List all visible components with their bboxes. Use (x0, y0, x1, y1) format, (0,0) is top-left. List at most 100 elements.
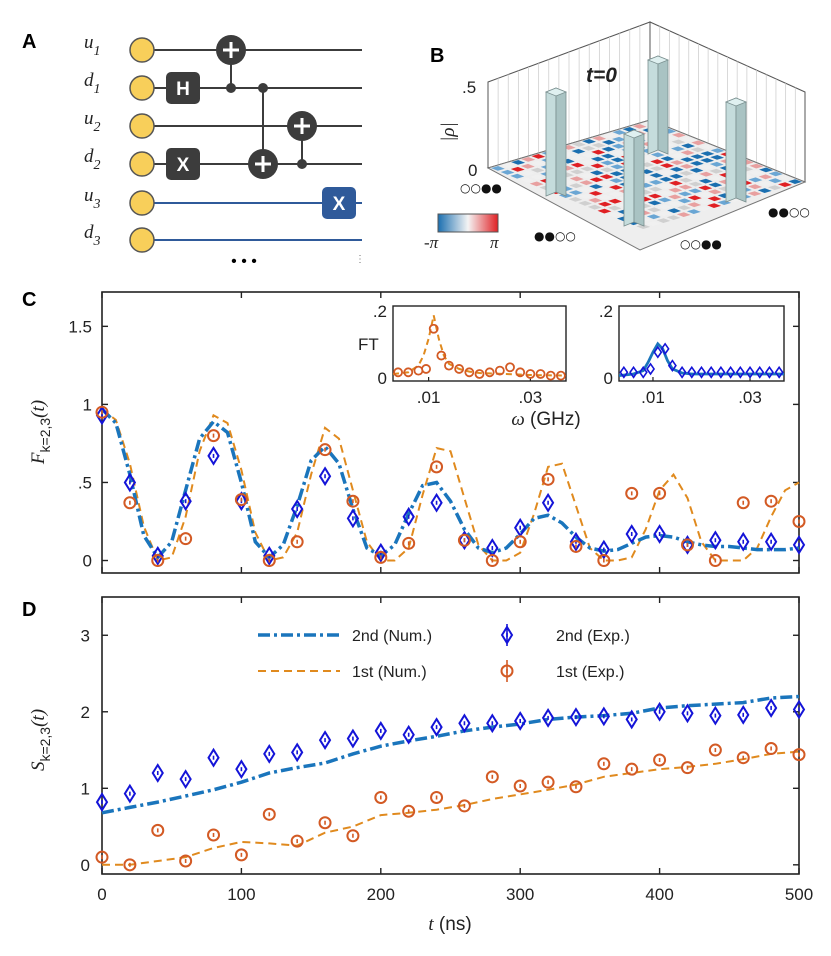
cnot3-plus-icon (294, 118, 310, 134)
basis-left-bottom: ●●○○ (534, 229, 576, 243)
floor-tile (758, 174, 773, 180)
c-point-2nd-exp (346, 508, 360, 529)
d-xtick-label: 0 (97, 885, 106, 904)
c-inset-2nd: 0 .2 .01 .03 (599, 302, 785, 407)
floor-tile (656, 218, 671, 223)
floor-tile (707, 203, 721, 208)
c-inset-1st: 0 .2 .01 .03 FT (358, 302, 567, 407)
floor-tile (678, 191, 692, 197)
c-point-1st-exp (290, 535, 304, 549)
floor-tile (679, 177, 693, 183)
inset-point (436, 350, 447, 361)
d-point-1st-exp (513, 779, 527, 793)
inset-point (505, 362, 515, 373)
bar-rho-3 (724, 97, 748, 203)
floor-tile (632, 124, 647, 129)
floor-tile (599, 174, 614, 180)
floor-tile (671, 132, 686, 138)
d-point-1st-exp (597, 757, 611, 771)
floor-tile (570, 162, 585, 168)
floor-tile (609, 185, 623, 190)
floor-tile (767, 185, 782, 190)
c-series-markers (95, 405, 806, 568)
floor-tile (668, 194, 682, 200)
floor-tile (667, 208, 681, 214)
c-point-2nd-exp (792, 535, 806, 555)
d-point-1st-exp (151, 823, 165, 837)
floor-tile (579, 187, 593, 192)
floor-tile (612, 130, 627, 135)
floor-tile (571, 155, 585, 161)
x-gate-u3 (322, 187, 356, 219)
d-point-2nd-exp (514, 711, 527, 731)
d-xtick-label: 200 (367, 885, 395, 904)
inset-point (667, 359, 677, 372)
x-gate-d2 (166, 148, 200, 180)
floor-tile (700, 151, 715, 156)
floor-tile (579, 173, 594, 179)
floor-tile (678, 184, 693, 190)
inset-point (646, 362, 656, 376)
floor-tile (681, 143, 695, 149)
inset-point (556, 370, 566, 381)
legend-marker-1st-exp (500, 660, 514, 682)
qubit-label-d3: d3 (84, 222, 101, 249)
floor-tile (668, 187, 683, 193)
c-point-2nd-exp (374, 542, 387, 563)
panel-c-fidelity: C 0 .5 1 1.5 Fk=2,3(t) 0 .2 .01 .03 FT 0 .2 .01.… (22, 289, 806, 574)
inset-xlabel: ω (GHz) (511, 409, 580, 430)
d-series-lines (101, 694, 800, 866)
inset-point (393, 367, 403, 378)
c-point-2nd-exp (764, 531, 778, 552)
floor-tile (600, 167, 614, 173)
floor-tile (660, 156, 675, 162)
c-point-1st-exp (402, 536, 416, 550)
c-point-2nd-exp (653, 524, 666, 544)
d-point-1st-exp (179, 854, 193, 868)
c-point-1st-exp (764, 494, 778, 508)
d-point-1st-exp (485, 770, 499, 784)
floor-tile (669, 173, 684, 179)
c-point-1st-exp (346, 494, 360, 508)
floor-tile (690, 161, 704, 166)
c-point-1st-exp (792, 514, 806, 528)
colorbar (437, 213, 499, 233)
panel-b-density-matrix: B .5 0 |ρ| t=0 (424, 21, 810, 252)
floor-tile (758, 181, 773, 187)
d-ytick-label: 1 (81, 779, 90, 798)
d-series-markers (95, 698, 806, 872)
c-point-1st-exp (513, 535, 527, 549)
c-line-1st-num (101, 408, 800, 562)
d-point-1st-exp (207, 828, 221, 842)
c-point-1st-exp (207, 429, 221, 443)
d-ylabel: Sk=2,3(t) (28, 709, 53, 771)
floor-tile (689, 174, 703, 180)
b-title: t=0 (586, 64, 617, 87)
floor-tile (610, 157, 625, 163)
bar-rho-2 (646, 55, 670, 155)
inset-point (428, 323, 439, 334)
inset-point (403, 367, 414, 378)
inset1-ticks: 0 .2 .01 .03 (373, 302, 542, 407)
floor-tile (689, 167, 704, 173)
c-point-1st-exp (485, 554, 499, 568)
floor-tile (520, 177, 534, 183)
floor-tile (707, 196, 722, 202)
d-xtick-label: 100 (227, 885, 255, 904)
floor-tile (571, 148, 586, 154)
floor-tile (491, 166, 505, 171)
d-point-1st-exp (95, 850, 109, 864)
c-point-1st-exp (374, 550, 388, 564)
qubit-circle-u2 (129, 113, 155, 139)
d-xtick-label: 400 (645, 885, 673, 904)
inset-point (421, 364, 431, 374)
d-point-2nd-exp (737, 704, 750, 725)
floor-tile (578, 200, 592, 206)
floor-tile (667, 201, 682, 207)
c-point-1st-exp (625, 486, 639, 500)
c-point-1st-exp (318, 443, 332, 457)
qubit-circle-u3 (129, 190, 155, 216)
floor-tile (569, 183, 584, 189)
c-point-2nd-exp (179, 491, 192, 512)
